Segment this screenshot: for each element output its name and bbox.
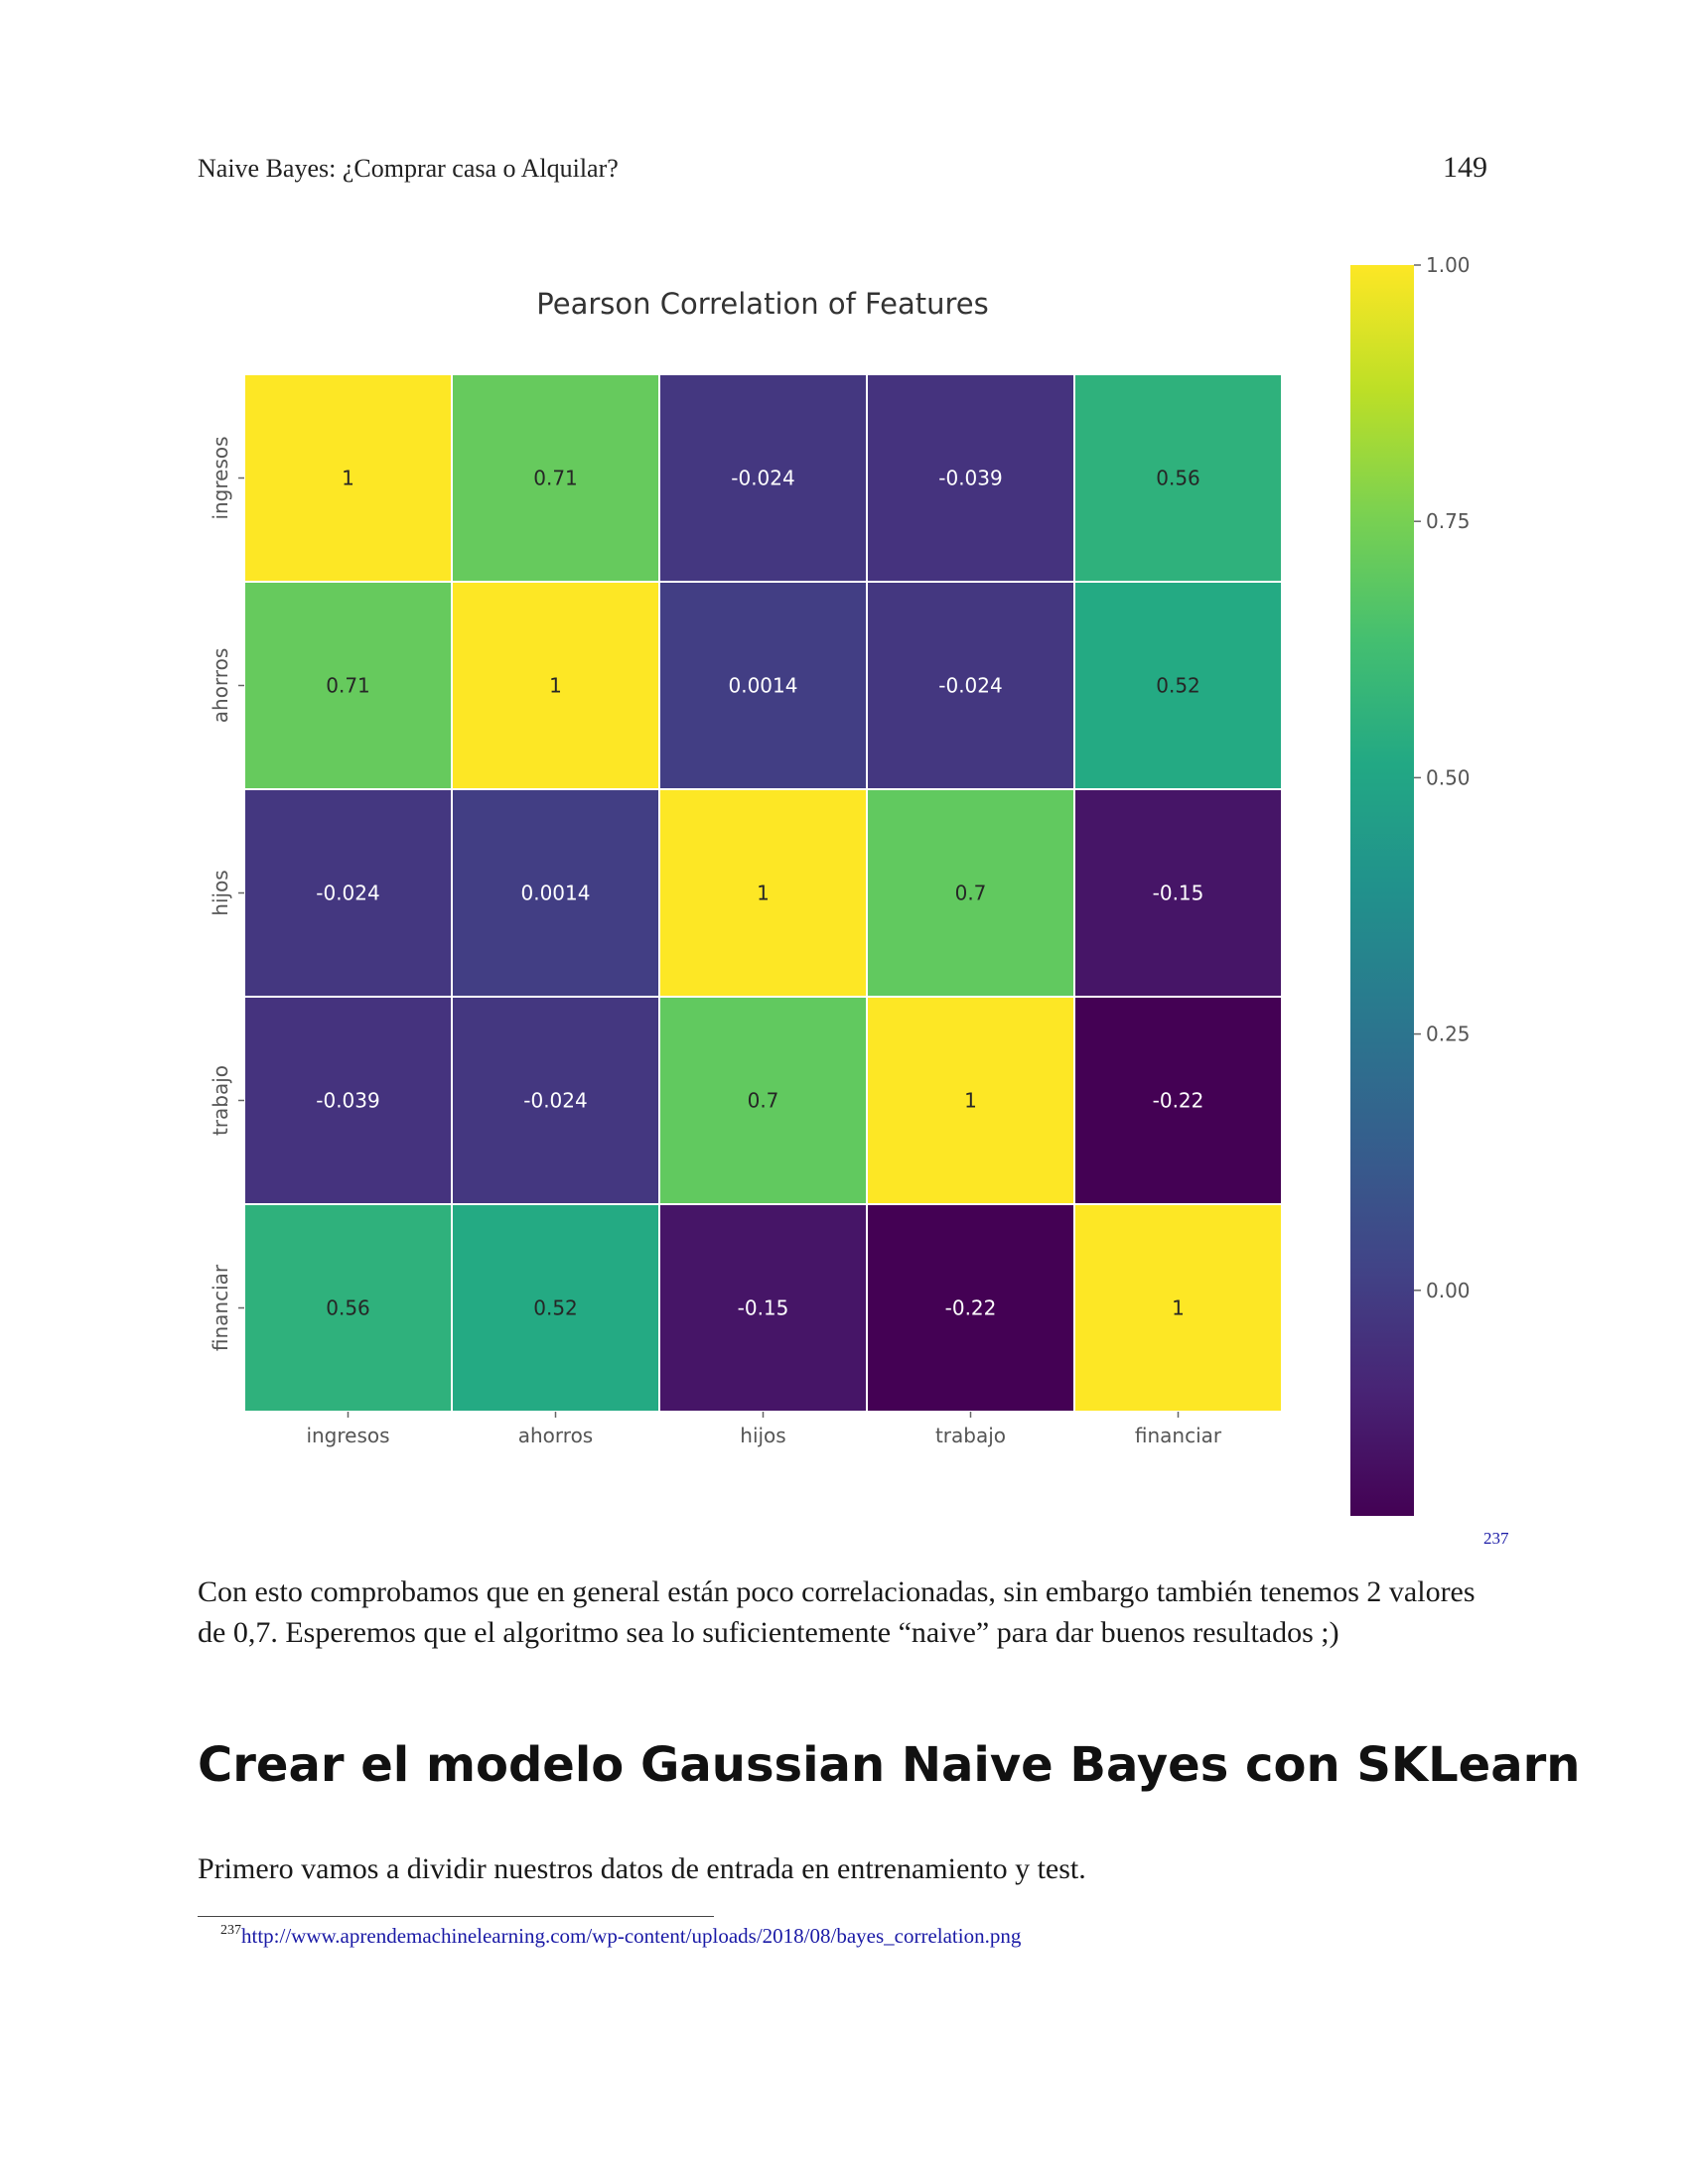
cell-value-label: -0.024 <box>731 467 794 490</box>
x-tick-label: ingresos <box>306 1424 389 1447</box>
running-header: Naive Bayes: ¿Comprar casa o Alquilar? <box>198 154 619 183</box>
cell-value-label: 0.71 <box>326 674 370 698</box>
cell-value-label: 1 <box>1172 1297 1185 1320</box>
footnote-number: 237 <box>220 1923 241 1938</box>
colorbar <box>1350 265 1414 1516</box>
x-tick-label: hijos <box>740 1424 785 1447</box>
heatmap-cell-labels: 1 0.71 -0.024 -0.039 0.560.71 1 0.0014 -0.024 0.… <box>316 467 1203 1320</box>
cell-value-label: 0.7 <box>955 882 987 905</box>
cell-value-label: 1 <box>757 882 770 905</box>
heatmap-cell <box>243 1203 453 1413</box>
heatmap-cell <box>451 788 660 998</box>
heatmap-cell <box>866 788 1075 998</box>
heatmap-cell <box>451 996 660 1205</box>
cell-value-label: -0.024 <box>523 1089 587 1113</box>
heatmap-cell <box>658 373 868 583</box>
heatmap-cell <box>1073 996 1283 1205</box>
cell-value-label: 0.71 <box>533 467 578 490</box>
cell-value-label: -0.15 <box>738 1297 789 1320</box>
heatmap-cell <box>1073 581 1283 790</box>
cell-value-label: -0.22 <box>1153 1089 1204 1113</box>
cell-value-label: 0.7 <box>748 1089 779 1113</box>
colorbar-tick-label: 1.00 <box>1426 253 1471 277</box>
colorbar-tick-label: 0.00 <box>1426 1279 1471 1302</box>
paragraph-split-data: Primero vamos a dividir nuestros datos d… <box>198 1852 1086 1885</box>
page-number: 149 <box>1443 151 1487 184</box>
footnote-reference[interactable]: 237 <box>1483 1529 1509 1548</box>
heatmap-cell <box>243 373 453 583</box>
heatmap-cell <box>451 1203 660 1413</box>
heatmap-cell <box>866 996 1075 1205</box>
footnote-divider <box>198 1916 714 1917</box>
cell-value-label: 0.0014 <box>729 674 798 698</box>
footnote-link[interactable]: http://www.aprendemachinelearning.com/wp… <box>241 1924 1022 1948</box>
cell-value-label: -0.039 <box>316 1089 379 1113</box>
correlation-heatmap-figure: Pearson Correlation of Features 1 0.71 -0.… <box>179 248 1529 1539</box>
y-tick-label: ingresos <box>209 436 232 519</box>
y-axis-ticks: ingresos ahorros hijos trabajo financiar <box>209 436 244 1351</box>
cell-value-label: -0.15 <box>1153 882 1204 905</box>
heatmap-cell <box>658 996 868 1205</box>
cell-value-label: 0.52 <box>533 1297 578 1320</box>
heatmap-cell <box>658 788 868 998</box>
colorbar-ticks: 1.00 0.75 0.50 0.25 0.00 <box>1414 253 1471 1302</box>
cell-value-label: 0.56 <box>326 1297 370 1320</box>
footnote: 237http://www.aprendemachinelearning.com… <box>220 1923 1021 1949</box>
heatmap-cell <box>658 1203 868 1413</box>
cell-value-label: 0.0014 <box>521 882 591 905</box>
cell-value-label: 1 <box>549 674 562 698</box>
heatmap-cell <box>243 581 453 790</box>
chart-title: Pearson Correlation of Features <box>536 287 988 321</box>
cell-value-label: 1 <box>964 1089 977 1113</box>
y-tick-label: hijos <box>209 870 232 915</box>
x-tick-label: trabajo <box>935 1424 1006 1447</box>
x-axis-ticks: ingresos ahorros hijos trabajo financiar <box>306 1412 1222 1447</box>
x-tick-label: financiar <box>1135 1424 1222 1447</box>
heatmap-cell <box>451 373 660 583</box>
colorbar-tick-label: 0.50 <box>1426 765 1471 789</box>
cell-value-label: -0.039 <box>938 467 1002 490</box>
heatmap-cell <box>1073 373 1283 583</box>
heatmap-cell <box>866 373 1075 583</box>
colorbar-tick-label: 0.25 <box>1426 1023 1471 1046</box>
cell-value-label: -0.22 <box>945 1297 997 1320</box>
y-tick-label: financiar <box>209 1264 232 1351</box>
section-heading: Crear el modelo Gaussian Naive Bayes con… <box>198 1737 1581 1793</box>
heatmap-cell <box>1073 788 1283 998</box>
heatmap-cells <box>243 373 1283 1413</box>
heatmap-cell <box>1073 1203 1283 1413</box>
cell-value-label: 0.56 <box>1156 467 1200 490</box>
x-tick-label: ahorros <box>518 1424 593 1447</box>
colorbar-tick-label: 0.75 <box>1426 509 1471 533</box>
cell-value-label: 1 <box>342 467 354 490</box>
cell-value-label: -0.024 <box>316 882 379 905</box>
paragraph-correlation-note: Con esto comprobamos que en general está… <box>198 1575 1476 1649</box>
y-tick-label: ahorros <box>209 648 232 723</box>
heatmap-svg: Pearson Correlation of Features 1 0.71 -0.… <box>209 253 1471 1516</box>
cell-value-label: 0.52 <box>1156 674 1200 698</box>
cell-value-label: -0.024 <box>938 674 1002 698</box>
y-tick-label: trabajo <box>209 1065 232 1136</box>
heatmap-cell <box>658 581 868 790</box>
